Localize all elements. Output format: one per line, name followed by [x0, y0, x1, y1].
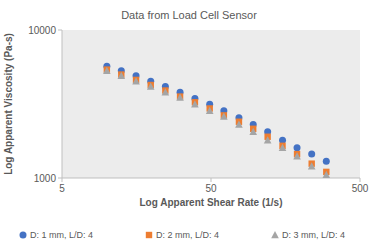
y-tick — [58, 178, 62, 179]
title: Data from Load Cell Sensor — [121, 9, 257, 21]
point — [220, 113, 228, 120]
plot-area — [62, 30, 360, 178]
series — [103, 63, 329, 165]
point — [323, 158, 330, 165]
y-tick — [58, 30, 62, 31]
point — [294, 144, 301, 151]
point — [235, 120, 243, 127]
marks — [103, 63, 330, 178]
series — [103, 67, 330, 178]
background — [0, 0, 378, 252]
point — [103, 67, 111, 74]
chart: Data from Load Cell Sensor 1000 10000 5 50 50… — [0, 0, 378, 252]
legend-label: D: 1 mm, L/D: 4 — [30, 230, 93, 240]
legend-marker — [146, 232, 152, 238]
point — [308, 151, 315, 158]
point — [147, 83, 155, 90]
point — [191, 100, 199, 107]
legend-label: D: 3 mm, L/D: 4 — [282, 230, 345, 240]
point — [308, 162, 316, 169]
point — [177, 93, 183, 99]
point — [132, 77, 140, 84]
point — [162, 88, 170, 95]
point — [279, 144, 287, 151]
y-axis-line — [62, 30, 63, 178]
series — [104, 66, 330, 175]
y-tick-label: 1000 — [34, 173, 57, 184]
point — [322, 171, 330, 178]
point — [176, 93, 184, 100]
point — [249, 128, 257, 135]
chart-root: Data from Load Cell Sensor 1000 10000 5 50 50… — [0, 0, 378, 252]
legend-marker — [271, 231, 279, 238]
x-tick — [62, 178, 63, 182]
x-tick-label: 50 — [205, 183, 217, 194]
x-axis-title: Log Apparent Shear Rate (1/s) — [140, 197, 283, 208]
point — [293, 152, 301, 159]
legend-marker — [20, 232, 27, 239]
y-tick-label: 10000 — [28, 25, 56, 36]
point — [264, 136, 272, 143]
x-tick — [360, 178, 361, 182]
point — [117, 72, 125, 79]
x-tick — [211, 178, 212, 182]
legend-label: D: 2 mm, L/D: 4 — [156, 230, 219, 240]
x-tick-label: 5 — [59, 183, 65, 194]
y-axis-title: Log Apparent Viscosity (Pa-s) — [3, 33, 14, 175]
point — [206, 107, 214, 114]
x-tick-label: 500 — [352, 183, 369, 194]
